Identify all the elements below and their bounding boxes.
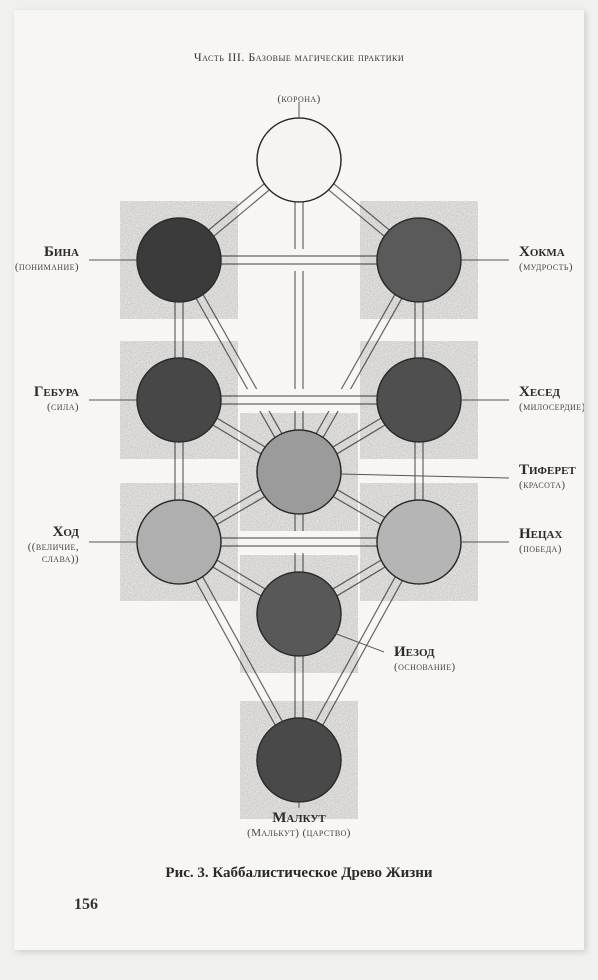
label-name-yesod: Иезод [394, 644, 435, 660]
path-keter-tiferet [295, 160, 303, 472]
label-name-malkuth: Малкут [272, 810, 326, 826]
label-name-keter: Кетер [279, 90, 319, 92]
label-name-chesed: Хесед [519, 384, 560, 400]
figure-caption: Рис. 3. Каббалистическое Древо Жизни [14, 865, 584, 882]
label-sub-malkuth: (Малькут) (царство) [247, 827, 351, 839]
label-sub-yesod: (основание) [394, 661, 456, 673]
label-sub-hod-1: слава)) [42, 553, 79, 565]
label-name-hod: Ход [53, 524, 80, 540]
label-name-binah: Бина [44, 244, 79, 260]
label-sub-chokmah: (мудрость) [519, 261, 573, 273]
label-sub-geburah: (сила) [47, 401, 79, 413]
label-name-netzach: Нецах [519, 526, 563, 542]
chapter-header: Часть III. Базовые магические практики [14, 50, 584, 65]
tree-of-life-diagram: Кетер(корона) Хокма(мудрость) Бина(пониман… [14, 90, 584, 890]
page-number: 156 [74, 896, 98, 914]
label-name-geburah: Гебура [34, 384, 79, 400]
label-sub-hod-0: ((величие, [28, 541, 79, 553]
label-sub-binah: (понимание) [15, 261, 79, 273]
label-sub-chesed: (милосердие) [519, 401, 584, 413]
label-name-chokmah: Хокма [519, 244, 565, 260]
label-sub-tiferet: (красота) [519, 479, 565, 491]
label-sub-keter: (корона) [277, 93, 320, 105]
label-sub-netzach: (победа) [519, 543, 562, 555]
label-name-tiferet: Тиферет [519, 462, 576, 478]
